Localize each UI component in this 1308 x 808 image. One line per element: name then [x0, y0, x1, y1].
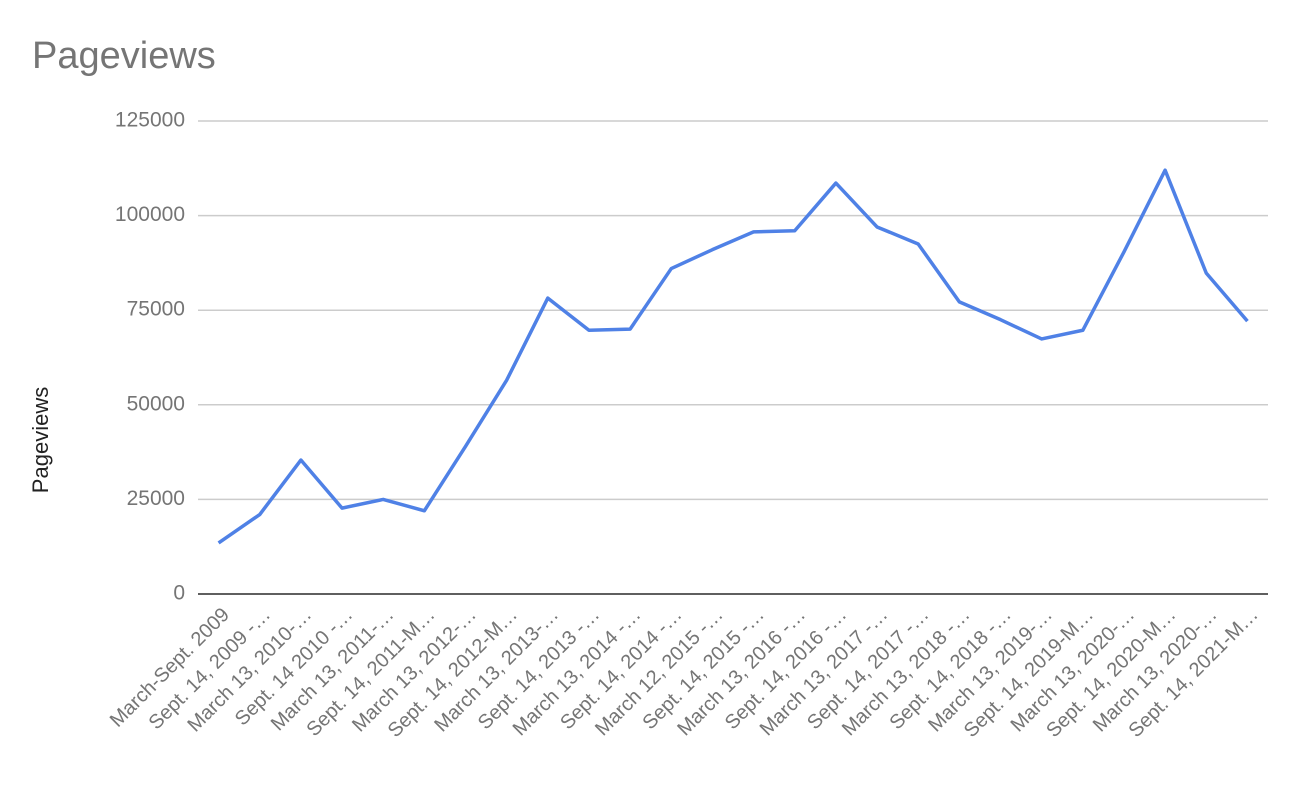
- chart-title: Pageviews: [32, 35, 216, 77]
- y-tick-label: 50000: [127, 392, 185, 415]
- y-tick-label: 125000: [115, 109, 185, 132]
- y-tick-label: 25000: [127, 487, 185, 510]
- y-tick-label: 100000: [115, 203, 185, 226]
- y-axis-label: Pageviews: [28, 387, 53, 493]
- data-line: [217, 168, 1249, 545]
- y-tick-label: 0: [173, 582, 185, 605]
- y-tick-label: 75000: [127, 298, 185, 321]
